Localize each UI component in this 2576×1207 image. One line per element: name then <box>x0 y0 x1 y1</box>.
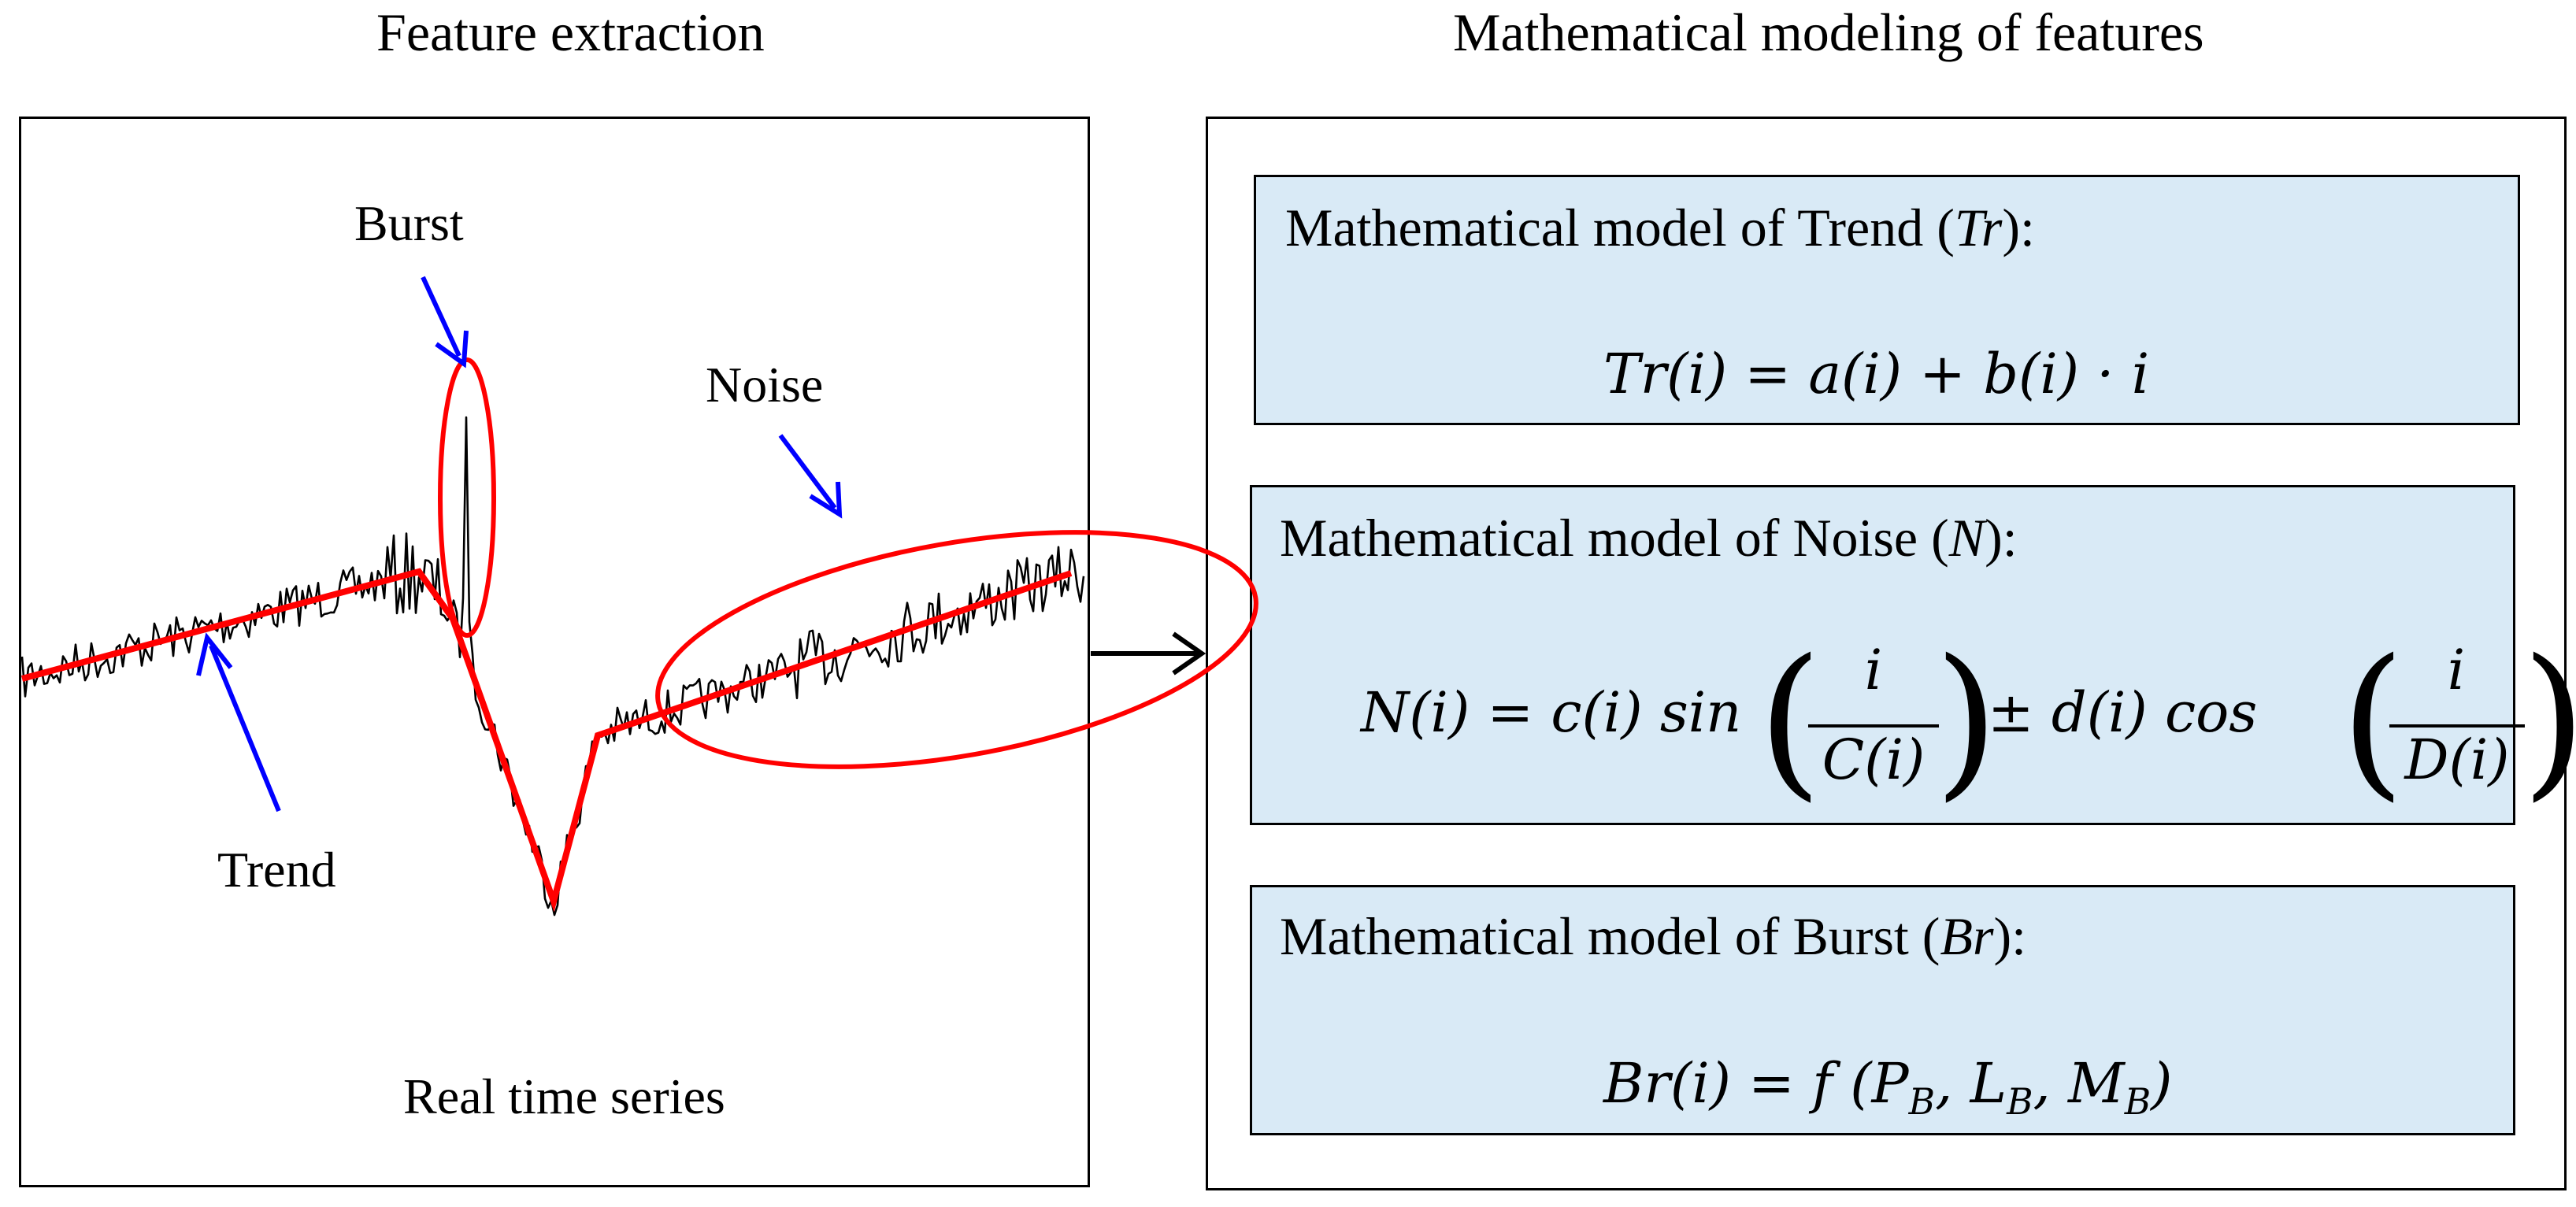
noise-ellipse <box>655 530 1258 769</box>
burst-model-box <box>1250 885 2515 1135</box>
noise-model-box <box>1250 485 2515 825</box>
trend-formula: Tr(i) = a(i) + b(i) · i <box>1603 342 2150 406</box>
burst-label: Burst <box>354 195 464 251</box>
burst-model-title: Mathematical model of Burst (Br): <box>1280 906 2026 966</box>
mathematical-modeling-heading: Mathematical modeling of features <box>1453 2 2204 62</box>
noise-label: Noise <box>706 357 824 413</box>
trend-model-title: Mathematical model of Trend (Tr): <box>1285 198 2035 257</box>
real-time-series-signal <box>20 416 1085 916</box>
trend-line <box>20 568 1073 913</box>
noise-arrow <box>778 434 843 519</box>
connector-arrow <box>1091 631 1206 676</box>
feature-extraction-heading: Feature extraction <box>376 2 765 62</box>
real-time-series-caption: Real time series <box>403 1068 725 1124</box>
feature-extraction-panel <box>19 117 1090 1187</box>
burst-formula: Br(i) = f (PB, LB, MB) <box>1603 1051 2173 1123</box>
trend-model-box <box>1254 175 2520 425</box>
trend-arrow <box>196 632 281 813</box>
trend-label: Trend <box>217 842 336 898</box>
noise-model-title: Mathematical model of Noise (N): <box>1280 508 2018 568</box>
burst-ellipse <box>438 357 496 638</box>
burst-arrow <box>421 276 469 368</box>
